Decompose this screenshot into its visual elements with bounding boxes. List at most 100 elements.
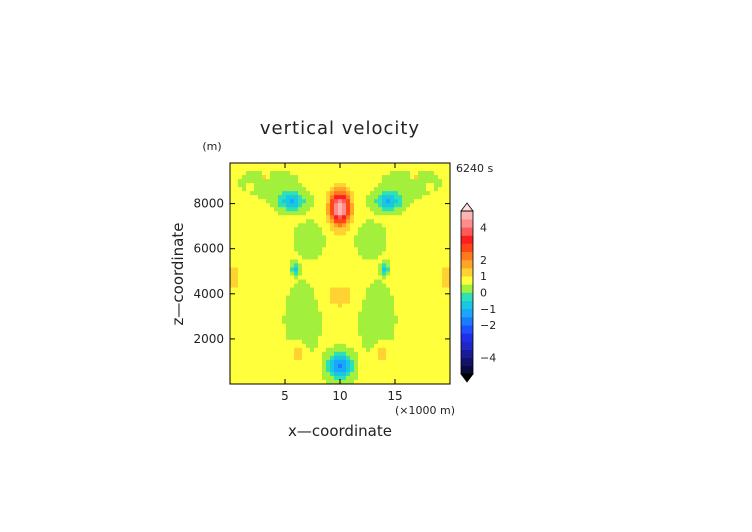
heatmap-cell	[302, 311, 307, 317]
heatmap-cell	[418, 327, 423, 333]
heatmap-cell	[434, 239, 439, 244]
heatmap-cell	[298, 243, 303, 248]
heatmap-cell	[370, 303, 375, 309]
heatmap-cell	[354, 327, 359, 333]
heatmap-cell	[258, 351, 263, 357]
heatmap-cell	[266, 343, 271, 349]
heatmap-cell	[422, 267, 427, 272]
heatmap-cell	[338, 195, 343, 200]
heatmap-cell	[302, 375, 307, 381]
heatmap-cell	[278, 163, 283, 168]
heatmap-cell	[390, 363, 395, 369]
heatmap-cell	[438, 167, 443, 172]
heatmap-cell	[430, 343, 435, 349]
colorbar-level	[461, 219, 473, 228]
heatmap-cell	[370, 295, 375, 300]
heatmap-cell	[434, 267, 439, 272]
heatmap-cell	[434, 235, 439, 240]
heatmap-cell	[402, 207, 407, 212]
heatmap-cell	[398, 179, 403, 184]
heatmap-cell	[386, 163, 391, 168]
heatmap-cell	[314, 179, 319, 184]
heatmap-cell	[426, 283, 431, 288]
heatmap-cell	[442, 263, 447, 268]
heatmap-cell	[302, 227, 307, 232]
heatmap-cell	[238, 219, 243, 224]
heatmap-cell	[326, 283, 331, 288]
heatmap-cell	[406, 191, 411, 196]
heatmap-cell	[362, 211, 367, 216]
heatmap-cell	[282, 191, 287, 196]
heatmap-cell	[374, 339, 379, 345]
heatmap-cell	[358, 323, 363, 329]
heatmap-cell	[334, 211, 339, 216]
heatmap-cell	[370, 335, 375, 341]
heatmap-cell	[258, 167, 263, 172]
heatmap-cell	[414, 347, 419, 353]
heatmap-cell	[326, 259, 331, 264]
y-tick-label: 6000	[193, 242, 224, 256]
heatmap-cell	[234, 171, 239, 176]
heatmap-cell	[298, 203, 303, 208]
heatmap-cell	[278, 275, 283, 280]
heatmap-cell	[386, 291, 391, 296]
heatmap-cell	[382, 271, 387, 276]
heatmap-cell	[246, 271, 251, 276]
heatmap-cell	[406, 355, 411, 361]
heatmap-cell	[374, 183, 379, 188]
heatmap-cell	[438, 287, 443, 292]
heatmap-cell	[326, 227, 331, 232]
heatmap-cell	[326, 175, 331, 180]
heatmap-cell	[250, 311, 255, 317]
heatmap-cell	[306, 167, 311, 172]
heatmap-cell	[430, 167, 435, 172]
heatmap-cell	[378, 335, 383, 341]
heatmap-cell	[406, 271, 411, 276]
heatmap-cell	[278, 323, 283, 329]
heatmap-cell	[338, 347, 343, 353]
heatmap-cell	[258, 175, 263, 180]
heatmap-cell	[382, 163, 387, 168]
heatmap-cell	[290, 283, 295, 288]
heatmap-cell	[366, 267, 371, 272]
heatmap-cell	[238, 307, 243, 313]
colorbar-min-arrow	[460, 373, 474, 383]
colorbar-level	[461, 268, 473, 277]
heatmap-cell	[366, 347, 371, 353]
heatmap-cell	[362, 363, 367, 369]
heatmap-cell	[270, 271, 275, 276]
heatmap-cell	[362, 179, 367, 184]
heatmap-cell	[314, 291, 319, 296]
heatmap-cell	[242, 271, 247, 276]
heatmap-cell	[354, 203, 359, 208]
heatmap-cell	[378, 187, 383, 192]
heatmap-cell	[262, 263, 267, 268]
heatmap-cell	[326, 251, 331, 256]
heatmap-cell	[306, 215, 311, 220]
heatmap-cell	[250, 199, 255, 204]
heatmap-cell	[322, 163, 327, 168]
heatmap-cell	[282, 251, 287, 256]
heatmap-cell	[370, 215, 375, 220]
heatmap-cell	[342, 231, 347, 236]
heatmap-cell	[282, 315, 287, 321]
heatmap-cell	[242, 283, 247, 288]
heatmap-cell	[282, 207, 287, 212]
heatmap-cell	[346, 363, 351, 369]
heatmap-cell	[366, 179, 371, 184]
heatmap-cell	[410, 195, 415, 200]
heatmap-cell	[434, 359, 439, 365]
heatmap-cell	[238, 215, 243, 220]
heatmap-cell	[446, 367, 451, 373]
heatmap-cell	[430, 319, 435, 325]
heatmap-cell	[266, 179, 271, 184]
heatmap-cell	[262, 207, 267, 212]
heatmap-cell	[314, 191, 319, 196]
heatmap-cell	[422, 239, 427, 244]
heatmap-cell	[290, 175, 295, 180]
heatmap-cell	[402, 331, 407, 337]
heatmap-cell	[402, 303, 407, 309]
heatmap-cell	[258, 231, 263, 236]
heatmap-cell	[398, 311, 403, 317]
